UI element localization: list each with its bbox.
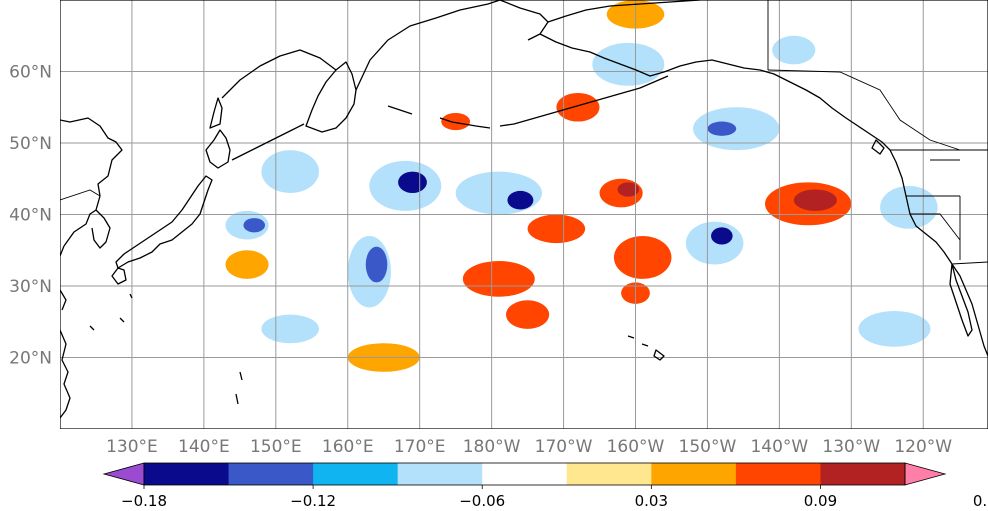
anomaly-patch — [617, 182, 640, 197]
longitude-tick-labels: 130°E 140°E 150°E 160°E 170°E 180°W 170°W 160°W… — [106, 437, 952, 457]
anomaly-patch — [858, 311, 931, 347]
latitude-tick-label: 50°N — [9, 134, 52, 154]
coast-kuril — [231, 123, 305, 161]
colorbar: −0.18 −0.12 −0.06 0.03 0.09 0.15 — [102, 462, 988, 510]
colorbar-tick-label: −0.12 — [290, 492, 336, 510]
anomaly-patch — [707, 121, 737, 136]
longitude-tick-label: 160°W — [607, 437, 665, 457]
border-asia — [60, 189, 101, 201]
colorbar-segment — [820, 463, 906, 485]
coast-japan-hokkaido — [205, 129, 231, 169]
colorbar-tick-label: 0.09 — [804, 492, 837, 510]
colorbar-frame — [143, 462, 906, 486]
longitude-tick-label: 130°W — [822, 437, 880, 457]
latitude-tick-label: 40°N — [9, 206, 52, 226]
border-canada-inland — [767, 69, 961, 151]
anomaly-patch — [793, 189, 837, 211]
coast-aleutians — [387, 75, 669, 129]
longitude-tick-label: 120°W — [894, 437, 952, 457]
anomaly-patch — [455, 171, 542, 215]
anomaly-patch — [507, 190, 534, 210]
colorbar-segment — [482, 463, 568, 485]
anomaly-patch — [613, 235, 672, 279]
coast-china-south — [60, 245, 71, 419]
coast-kamchatka — [305, 61, 357, 133]
anomaly-patch — [261, 150, 319, 194]
anomaly-patch — [462, 260, 535, 297]
coast-japan-honshu — [115, 175, 213, 269]
coast-alaska-north — [547, 0, 701, 23]
political-borders — [60, 0, 988, 265]
anomaly-patch — [506, 300, 550, 329]
coast-hawaii — [627, 335, 665, 361]
longitude-tick-label: 130°E — [106, 437, 158, 457]
anomaly-patch — [261, 314, 319, 344]
coast-na-west — [889, 149, 988, 357]
colorbar-tick-label: −0.06 — [459, 492, 505, 510]
latitude-tick-label: 30°N — [9, 277, 52, 297]
colorbar-segment — [735, 463, 821, 485]
anomaly-patch — [711, 227, 733, 245]
border-usa-states — [906, 159, 961, 260]
longitude-tick-label: 170°W — [535, 437, 593, 457]
coast-japan-kyushu — [111, 267, 127, 285]
longitude-tick-label: 140°W — [750, 437, 808, 457]
longitude-tick-label: 150°E — [250, 437, 302, 457]
plot-area — [60, 0, 988, 429]
anomaly-patch — [398, 171, 427, 194]
colorbar-extend-low — [102, 462, 145, 486]
latitude-tick-labels: 20°N 30°N 40°N 50°N 60°N — [9, 63, 52, 369]
coast-islands-west — [89, 293, 243, 405]
longitude-tick-label: 170°E — [394, 437, 446, 457]
colorbar-segment — [144, 463, 230, 485]
coast-okhotsk — [221, 49, 337, 99]
coast-siberia-north — [355, 0, 501, 91]
latitude-tick-label: 20°N — [9, 349, 52, 369]
colorbar-segment — [651, 463, 737, 485]
anomaly-patch — [592, 42, 665, 86]
anomaly-patch — [365, 246, 388, 283]
coast-alaska — [539, 33, 891, 151]
coast-baja — [949, 263, 973, 337]
longitude-tick-label: 180°W — [463, 437, 521, 457]
anomaly-patch — [243, 218, 266, 233]
colorbar-tick-label: 0.03 — [635, 492, 668, 510]
colorbar-tick-label: −0.18 — [121, 492, 167, 510]
anomaly-patch — [441, 112, 471, 131]
colorbar-extend-high — [904, 462, 947, 486]
latitude-tick-label: 60°N — [9, 63, 52, 83]
coast-korea — [91, 209, 111, 249]
coast-asia-mainland — [60, 117, 123, 247]
coastlines — [60, 0, 988, 419]
anomaly-patch — [225, 250, 269, 279]
colorbar-tick-label: 0.15 — [973, 492, 988, 510]
longitude-tick-label: 140°E — [178, 437, 230, 457]
gridlines — [60, 0, 988, 429]
anomaly-patch — [772, 35, 816, 65]
colorbar-segment — [313, 463, 399, 485]
anomaly-field — [225, 0, 938, 372]
anomaly-patch — [556, 92, 600, 122]
border-usa-mexico — [951, 261, 988, 265]
colorbar-segment — [566, 463, 652, 485]
longitude-tick-label: 150°W — [679, 437, 737, 457]
colorbar-segment — [228, 463, 314, 485]
colorbar-segment — [397, 463, 483, 485]
longitude-tick-label: 160°E — [322, 437, 374, 457]
anomaly-patch — [527, 214, 586, 244]
coast-vancouver — [871, 139, 885, 155]
coast-sakhalin — [209, 97, 223, 129]
coast-siberia-east — [499, 0, 549, 41]
anomaly-patch — [685, 221, 744, 265]
